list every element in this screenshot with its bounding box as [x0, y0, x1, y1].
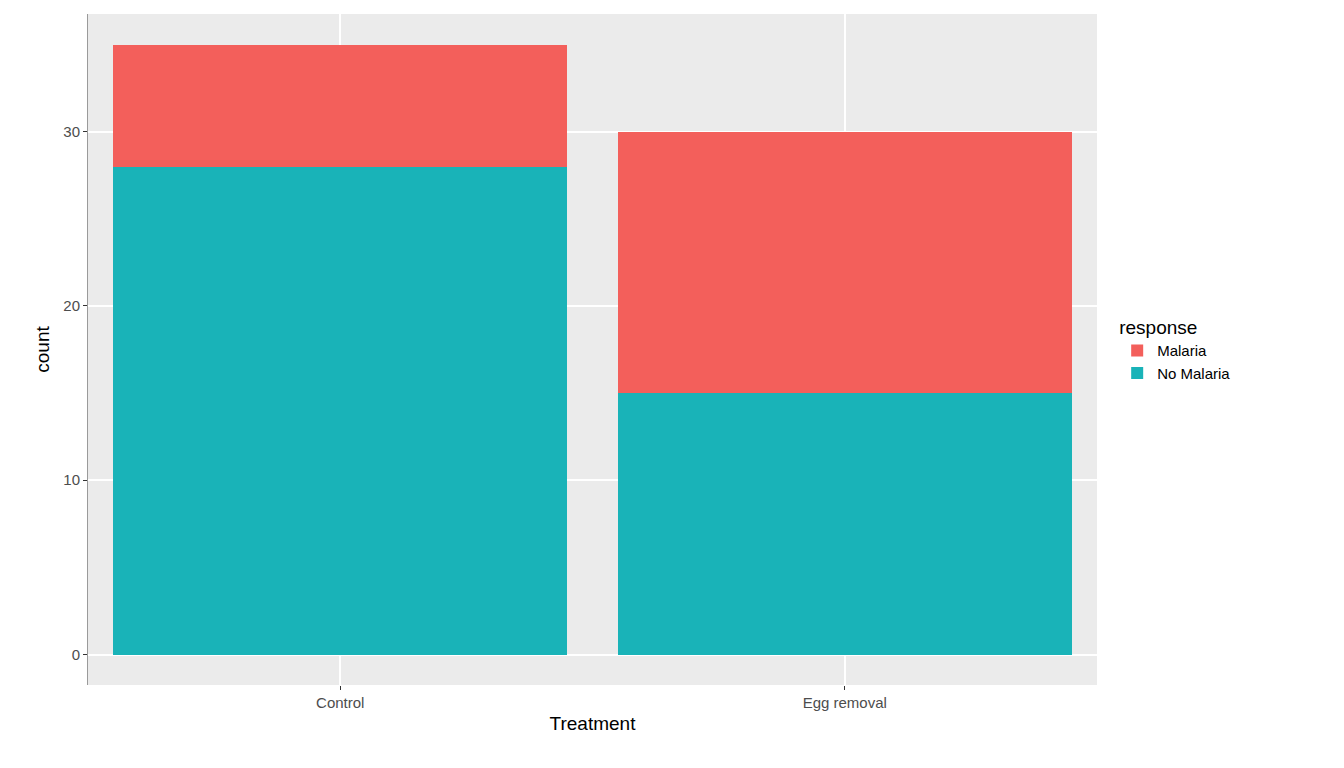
svg-text:response: response: [1119, 317, 1197, 338]
svg-text:Treatment: Treatment: [550, 713, 637, 734]
svg-text:0: 0: [72, 646, 80, 663]
svg-text:Malaria: Malaria: [1157, 342, 1207, 359]
svg-text:Control: Control: [316, 694, 364, 711]
svg-text:Egg removal: Egg removal: [803, 694, 887, 711]
svg-text:count: count: [32, 326, 53, 373]
svg-text:30: 30: [63, 123, 80, 140]
svg-text:20: 20: [63, 297, 80, 314]
svg-text:No Malaria: No Malaria: [1157, 365, 1230, 382]
svg-text:10: 10: [63, 471, 80, 488]
